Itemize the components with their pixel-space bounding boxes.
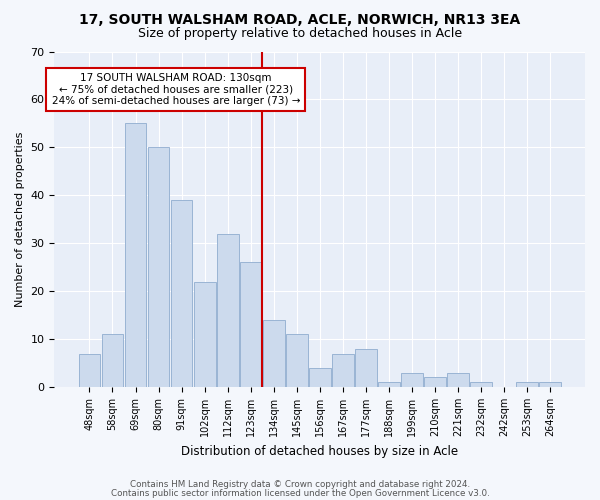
Bar	[125, 124, 146, 387]
Text: 17 SOUTH WALSHAM ROAD: 130sqm
← 75% of detached houses are smaller (223)
24% of : 17 SOUTH WALSHAM ROAD: 130sqm ← 75% of d…	[52, 73, 300, 106]
Bar	[470, 382, 492, 387]
Bar	[79, 354, 100, 387]
Bar	[170, 200, 193, 387]
Bar	[424, 378, 446, 387]
Bar	[447, 372, 469, 387]
Bar	[286, 334, 308, 387]
Text: 17, SOUTH WALSHAM ROAD, ACLE, NORWICH, NR13 3EA: 17, SOUTH WALSHAM ROAD, ACLE, NORWICH, N…	[79, 12, 521, 26]
Bar	[148, 148, 169, 387]
Bar	[309, 368, 331, 387]
X-axis label: Distribution of detached houses by size in Acle: Distribution of detached houses by size …	[181, 444, 458, 458]
Text: Contains public sector information licensed under the Open Government Licence v3: Contains public sector information licen…	[110, 490, 490, 498]
Bar	[539, 382, 561, 387]
Bar	[401, 372, 423, 387]
Bar	[101, 334, 124, 387]
Bar	[263, 320, 284, 387]
Bar	[239, 262, 262, 387]
Bar	[355, 348, 377, 387]
Bar	[516, 382, 538, 387]
Bar	[378, 382, 400, 387]
Bar	[332, 354, 353, 387]
Y-axis label: Number of detached properties: Number of detached properties	[15, 132, 25, 307]
Text: Contains HM Land Registry data © Crown copyright and database right 2024.: Contains HM Land Registry data © Crown c…	[130, 480, 470, 489]
Bar	[194, 282, 215, 387]
Bar	[217, 234, 239, 387]
Text: Size of property relative to detached houses in Acle: Size of property relative to detached ho…	[138, 28, 462, 40]
